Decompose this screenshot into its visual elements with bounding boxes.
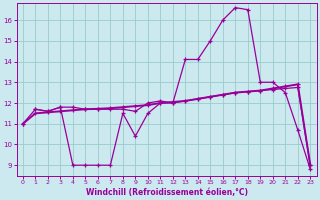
X-axis label: Windchill (Refroidissement éolien,°C): Windchill (Refroidissement éolien,°C) <box>85 188 248 197</box>
